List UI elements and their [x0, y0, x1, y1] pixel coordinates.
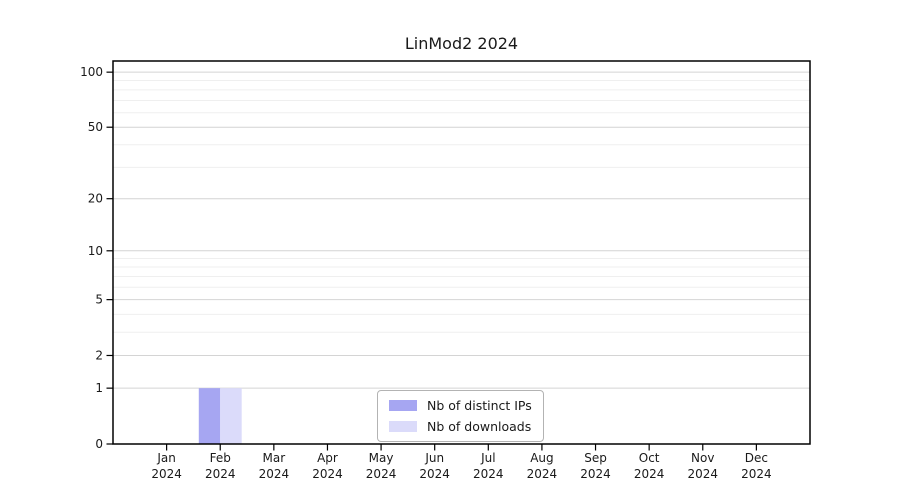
bar-feb-series0 — [198, 388, 221, 444]
legend-label-distinct-ips: Nb of distinct IPs — [427, 398, 532, 413]
x-tick-label-year: 2024 — [687, 467, 718, 481]
x-tick-label-year: 2024 — [634, 467, 665, 481]
x-tick-label-month: Jan — [156, 451, 176, 465]
x-tick-label-year: 2024 — [580, 467, 611, 481]
y-tick-label: 2 — [95, 348, 103, 362]
y-tick-label: 1 — [95, 381, 103, 395]
x-tick-label-month: Nov — [691, 451, 714, 465]
plot-frame — [112, 60, 811, 445]
x-tick-label-year: 2024 — [312, 467, 343, 481]
downloads-swatch-icon — [389, 421, 417, 432]
x-tick-label-month: Oct — [639, 451, 660, 465]
x-tick-label-month: Feb — [210, 451, 231, 465]
x-tick-label-year: 2024 — [741, 467, 772, 481]
y-tick-label: 50 — [88, 120, 103, 134]
x-tick-label-year: 2024 — [205, 467, 236, 481]
legend-item-downloads: Nb of downloads — [389, 418, 532, 435]
y-tick-label: 5 — [95, 293, 103, 307]
x-tick-label-month: Jul — [480, 451, 495, 465]
x-tick-label-month: Dec — [745, 451, 768, 465]
y-tick-label: 10 — [88, 244, 103, 258]
x-tick-label-year: 2024 — [151, 467, 182, 481]
y-tick-label: 0 — [95, 437, 103, 451]
x-tick-label-year: 2024 — [419, 467, 450, 481]
x-tick-label-month: Aug — [530, 451, 553, 465]
x-tick-label-month: Apr — [317, 451, 338, 465]
x-tick-label-month: Jun — [424, 451, 444, 465]
x-tick-label-month: Mar — [263, 451, 286, 465]
x-tick-label-month: Sep — [584, 451, 607, 465]
x-tick-label-month: May — [369, 451, 394, 465]
x-tick-label-year: 2024 — [259, 467, 290, 481]
x-tick-label-year: 2024 — [473, 467, 504, 481]
y-tick-label: 100 — [80, 65, 103, 79]
legend-item-distinct-ips: Nb of distinct IPs — [389, 397, 532, 414]
y-tick-label: 20 — [88, 192, 103, 206]
x-tick-label-year: 2024 — [527, 467, 558, 481]
x-tick-label-year: 2024 — [366, 467, 397, 481]
distinct-ips-swatch-icon — [389, 400, 417, 411]
chart-title: LinMod2 2024 — [404, 34, 519, 53]
legend: Nb of distinct IPs Nb of downloads — [377, 390, 544, 442]
legend-label-downloads: Nb of downloads — [427, 419, 532, 434]
bar-feb-series1 — [220, 388, 242, 444]
